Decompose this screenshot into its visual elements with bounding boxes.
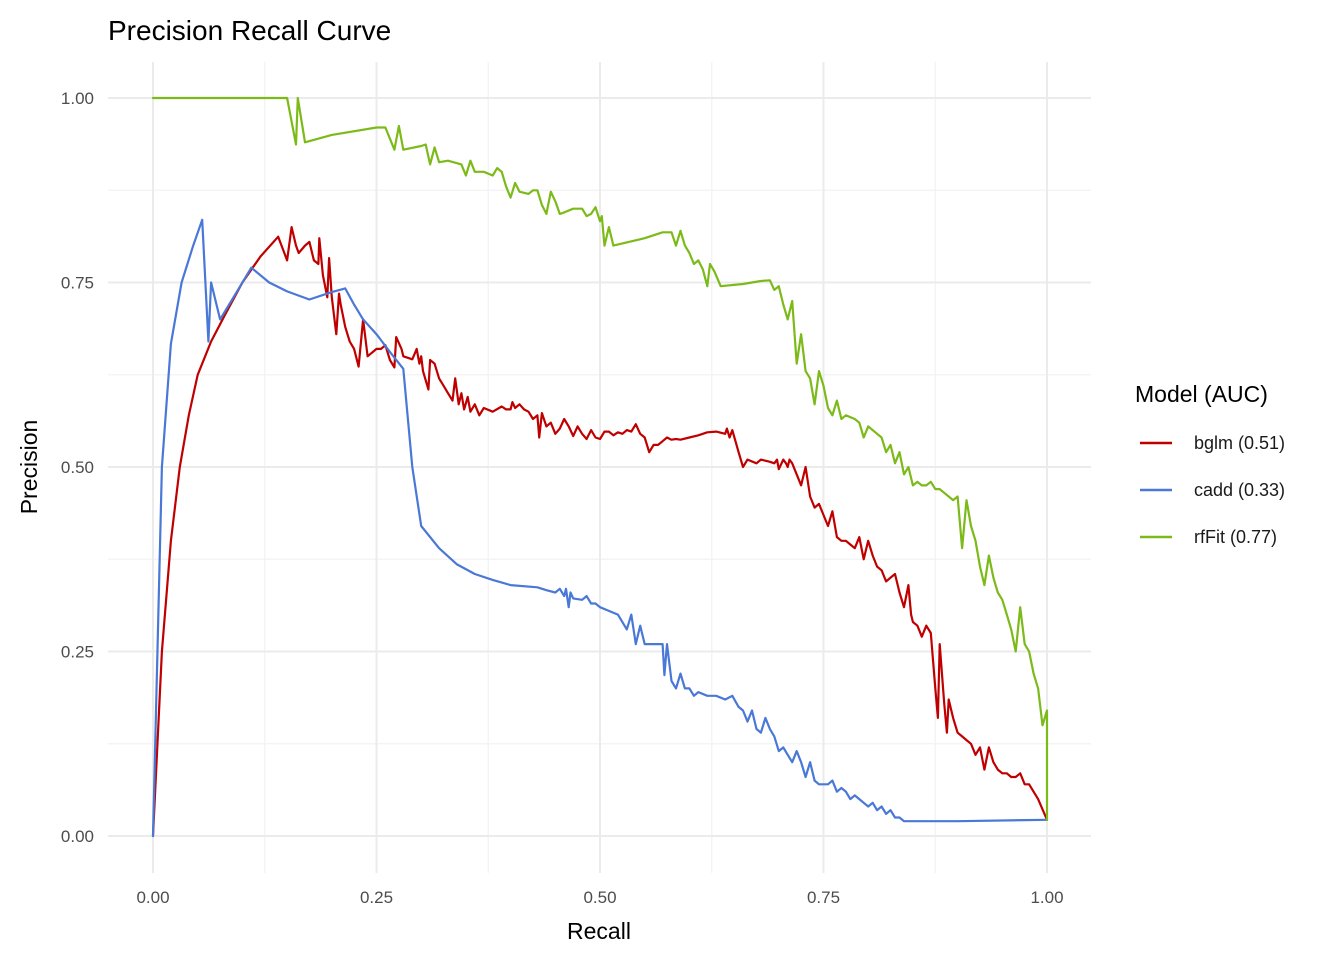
y-tick-label: 0.25 [61, 643, 94, 662]
x-tick-label: 0.75 [807, 888, 840, 907]
legend-items: bglm (0.51) cadd (0.33) rfFit (0.77) [1140, 433, 1285, 547]
chart-title: Precision Recall Curve [108, 15, 391, 46]
y-tick-label: 1.00 [61, 89, 94, 108]
legend-label: bglm (0.51) [1194, 433, 1285, 453]
y-axis-title: Precision [16, 420, 42, 515]
series-lines [151, 96, 1049, 838]
series-line-bglm [151, 226, 1049, 838]
x-tick-label: 0.25 [360, 888, 393, 907]
x-axis-title: Recall [567, 918, 631, 944]
series-line-cadd [151, 218, 1049, 838]
x-tick-label: 0.00 [136, 888, 169, 907]
x-axis-ticks: 0.00 0.25 0.50 0.75 1.00 [136, 888, 1063, 907]
y-tick-label: 0.75 [61, 274, 94, 293]
legend: Model (AUC) bglm (0.51) cadd (0.33) rfFit … [1135, 381, 1285, 547]
y-tick-label: 0.00 [61, 827, 94, 846]
legend-title: Model (AUC) [1135, 381, 1268, 407]
y-tick-label: 0.50 [61, 458, 94, 477]
x-tick-label: 1.00 [1030, 888, 1063, 907]
x-tick-label: 0.50 [583, 888, 616, 907]
legend-label: rfFit (0.77) [1194, 527, 1277, 547]
legend-label: cadd (0.33) [1194, 480, 1285, 500]
grid [108, 62, 1091, 873]
y-axis-ticks: 0.00 0.25 0.50 0.75 1.00 [61, 89, 94, 846]
series-line-rfFit [151, 96, 1049, 821]
